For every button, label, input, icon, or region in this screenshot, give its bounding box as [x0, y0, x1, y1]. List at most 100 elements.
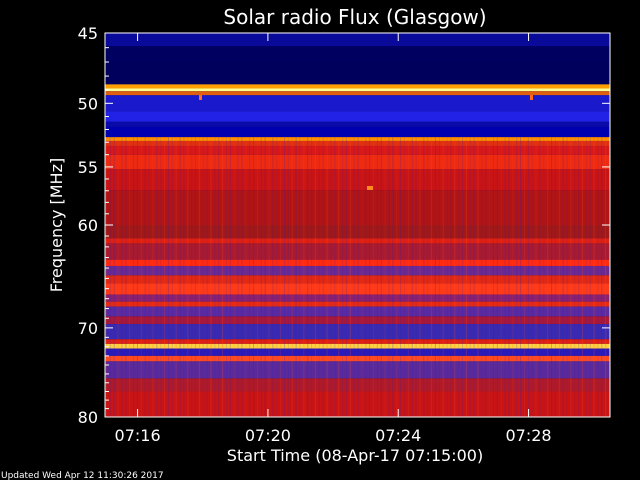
spectrogram-band: [105, 306, 610, 317]
spectrogram-band: [105, 265, 610, 276]
striation: [531, 137, 533, 417]
spectrogram-band: [105, 140, 610, 146]
spectrogram-band: [105, 190, 610, 225]
y-tick-label: 70: [78, 319, 98, 338]
striation: [106, 137, 107, 417]
striation: [160, 137, 162, 417]
striation: [589, 137, 591, 417]
y-tick-label: 55: [78, 158, 98, 177]
striation: [237, 137, 239, 417]
striation: [361, 137, 363, 417]
striation: [253, 137, 255, 417]
x-axis-label: Start Time (08-Apr-17 07:15:00): [227, 446, 483, 465]
artifact-mark: [199, 95, 202, 100]
plot-area: [104, 32, 611, 418]
striation: [423, 137, 425, 417]
striation: [500, 137, 502, 417]
y-axis: 45 50 55 60 70 80: [78, 24, 610, 427]
spectrogram-band: [105, 137, 610, 141]
spectrogram-band: [105, 126, 610, 138]
spectrogram-band: [105, 225, 610, 239]
striation: [462, 137, 464, 417]
striation: [558, 137, 560, 417]
striation: [187, 137, 189, 417]
striation: [434, 137, 436, 417]
striation: [214, 137, 216, 417]
striation: [109, 137, 111, 417]
striation: [264, 137, 266, 417]
striation: [481, 137, 483, 417]
spectrogram-band: [105, 46, 610, 63]
spectrogram-band: [105, 243, 610, 260]
striation: [562, 137, 564, 417]
striation: [566, 137, 568, 417]
striation: [380, 137, 382, 417]
striation: [326, 137, 328, 417]
striation: [268, 137, 270, 417]
striation: [400, 137, 402, 417]
striation: [349, 137, 351, 417]
striation: [465, 137, 467, 417]
updated-timestamp: Updated Wed Apr 12 11:30:26 2017: [1, 471, 164, 480]
striation: [233, 137, 235, 417]
striation: [512, 137, 514, 417]
spectrogram-band: [105, 169, 610, 191]
striation: [314, 137, 316, 417]
spectrogram-band: [105, 301, 610, 307]
x-tick-label: 07:20: [245, 426, 291, 445]
spectrogram-band: [105, 275, 610, 284]
striation: [419, 137, 421, 417]
striation: [183, 137, 185, 417]
spectrogram-band: [105, 91, 610, 96]
striation: [311, 137, 313, 417]
striation: [597, 137, 599, 417]
striation: [198, 137, 200, 417]
striation: [156, 137, 158, 417]
striation: [260, 137, 262, 417]
striation: [516, 137, 518, 417]
striation: [353, 137, 355, 417]
time-striations: [106, 137, 607, 417]
striation: [523, 137, 525, 417]
spectrogram-band: [105, 62, 610, 85]
striation: [411, 137, 413, 417]
x-axis: 07:16 07:20 07:24 07:28: [115, 33, 552, 445]
striation: [601, 137, 603, 417]
spectrogram-band: [105, 339, 610, 344]
striation: [384, 137, 386, 417]
striation: [392, 137, 394, 417]
striation: [284, 137, 286, 417]
striation: [129, 137, 131, 417]
striation: [496, 137, 498, 417]
striation: [222, 137, 224, 417]
striation: [407, 137, 409, 417]
striation: [454, 137, 456, 417]
striation: [218, 137, 220, 417]
striation: [117, 137, 119, 417]
striation: [469, 137, 471, 417]
striation: [342, 137, 344, 417]
striation: [357, 137, 359, 417]
striation: [334, 137, 336, 417]
striation: [276, 137, 278, 417]
striation: [171, 137, 173, 417]
spectrogram-band: [105, 283, 610, 295]
striation: [551, 137, 553, 417]
y-tick-label: 60: [78, 216, 98, 235]
striation: [307, 137, 309, 417]
striation: [593, 137, 595, 417]
spectrogram-band: [105, 95, 610, 112]
striation: [570, 137, 572, 417]
striation: [179, 137, 181, 417]
x-tick-label: 07:24: [375, 426, 421, 445]
striation: [547, 137, 549, 417]
striation: [504, 137, 506, 417]
striation: [303, 137, 305, 417]
striation: [167, 137, 169, 417]
striation: [442, 137, 444, 417]
striation: [202, 137, 204, 417]
striation: [585, 137, 587, 417]
striation: [578, 137, 580, 417]
striation: [605, 137, 607, 417]
striation: [280, 137, 282, 417]
